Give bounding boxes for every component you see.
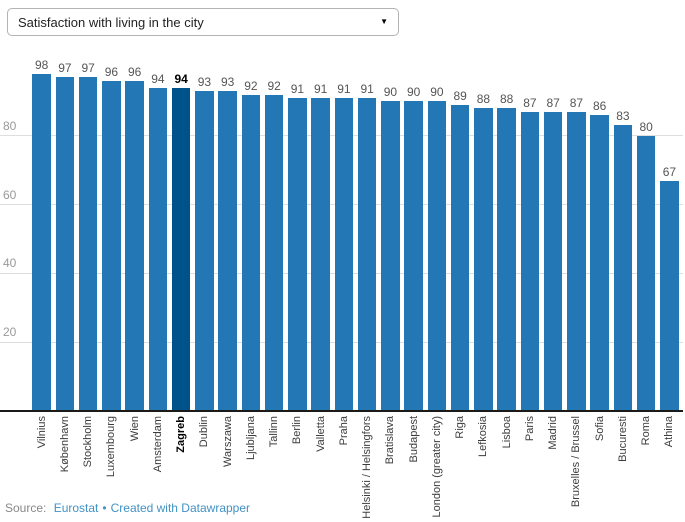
bar-value-label: 87 [569, 96, 584, 110]
y-axis-tick-label: 60 [3, 187, 17, 202]
bar-category-label: Sofia [593, 416, 606, 442]
bar-category-label: Bratislava [384, 416, 397, 465]
bar[interactable] [264, 95, 284, 411]
bar[interactable] [125, 81, 144, 411]
bar-category-label: Zagreb [175, 416, 188, 453]
footer-separator: • [102, 501, 107, 515]
bar-value-label: 91 [337, 82, 351, 96]
bar[interactable] [32, 74, 51, 411]
bar-category-label: Riga [454, 416, 467, 439]
bar-value-label: 97 [58, 61, 72, 75]
bar[interactable] [450, 105, 470, 411]
bar[interactable] [288, 98, 307, 411]
bar[interactable] [636, 136, 656, 411]
bar-category-label: Stockholm [82, 416, 95, 468]
bar[interactable] [404, 101, 423, 411]
bar-category-label: Wien [128, 416, 141, 442]
selected-option-label: Satisfaction with living in the city [18, 14, 204, 30]
bar[interactable] [195, 91, 214, 411]
bar[interactable] [334, 98, 354, 411]
bar-value-label: 92 [267, 79, 281, 93]
bar-value-label: 97 [81, 61, 95, 75]
bar-value-label: 94 [174, 72, 188, 86]
bar[interactable] [78, 77, 98, 411]
bar-value-label: 93 [197, 75, 212, 89]
bar-value-label: 67 [662, 165, 677, 179]
bar[interactable] [474, 108, 493, 411]
bar-category-label: Ljubljana [244, 416, 257, 461]
bar-value-label: 90 [383, 85, 398, 99]
bar-category-label: Helsinki / Helsingfors [361, 416, 374, 519]
x-axis-baseline [0, 409, 683, 412]
bar[interactable] [241, 95, 261, 411]
caret-down-icon: ▼ [380, 17, 388, 26]
bar[interactable] [613, 125, 633, 411]
bar-value-label: 91 [360, 82, 374, 96]
bar-value-label: 87 [546, 96, 560, 110]
bar[interactable] [148, 88, 168, 411]
bar-value-label: 91 [313, 82, 328, 96]
bar[interactable] [543, 112, 563, 411]
bar-category-label: Luxembourg [105, 416, 118, 478]
bar-value-label: 87 [523, 96, 537, 110]
bar-value-label: 90 [406, 85, 421, 99]
bar-category-label: Praha [337, 416, 350, 446]
bar-category-label: Vilnius [35, 416, 48, 449]
bar-category-label: Warszawa [221, 416, 234, 467]
bar[interactable] [171, 88, 191, 411]
bar-value-label: 88 [499, 92, 514, 106]
chart-metric-dropdown[interactable]: Satisfaction with living in the city ▼ [7, 8, 399, 36]
bar-value-label: 83 [616, 109, 630, 123]
bar-category-label: Athina [663, 416, 676, 448]
bar-category-label: London (greater city) [430, 416, 443, 518]
bar-value-label: 90 [430, 85, 444, 99]
bar-category-label: Berlin [291, 416, 304, 445]
bar-category-label: Valletta [314, 416, 327, 452]
bar[interactable] [102, 81, 121, 411]
bar-value-label: 93 [220, 75, 235, 89]
bar-category-label: Lefkosia [477, 416, 490, 457]
bar-category-label: Madrid [547, 416, 560, 450]
bar-value-label: 98 [34, 58, 49, 72]
bar-category-label: Paris [523, 416, 536, 442]
bar-category-label: Roma [640, 416, 653, 446]
bar[interactable] [427, 101, 447, 411]
chart-footer: Source: Eurostat • Created with Datawrappe… [5, 501, 250, 515]
bar[interactable] [218, 91, 237, 411]
y-axis-tick-label: 40 [3, 256, 17, 271]
bar[interactable] [497, 108, 516, 411]
y-axis-tick-label: 80 [3, 118, 17, 133]
bar[interactable] [567, 112, 586, 411]
bar[interactable] [311, 98, 330, 411]
bar-value-label: 91 [290, 82, 305, 96]
bar-category-label: Bucuresti [616, 416, 629, 462]
bar-value-label: 89 [453, 89, 467, 103]
bar[interactable] [55, 77, 75, 411]
bar-category-label: Dublin [198, 416, 211, 448]
bar-value-label: 96 [104, 65, 119, 79]
source-link[interactable]: Eurostat [53, 501, 99, 515]
bar[interactable] [357, 98, 377, 411]
bar-category-label: Lisboa [500, 416, 513, 449]
y-axis-tick-label: 20 [3, 325, 17, 340]
bar-value-label: 92 [244, 79, 258, 93]
bar-category-label: Budapest [407, 416, 420, 463]
bar-category-label: Bruxelles / Brussel [570, 416, 583, 508]
bar[interactable] [590, 115, 609, 411]
bar-value-label: 96 [127, 65, 142, 79]
bar-value-label: 88 [476, 92, 491, 106]
bar[interactable] [381, 101, 400, 411]
bar[interactable] [520, 112, 540, 411]
bar-value-label: 94 [151, 72, 165, 86]
bar-category-label: Amsterdam [151, 416, 164, 473]
bar-value-label: 86 [592, 99, 607, 113]
bar[interactable] [660, 181, 679, 411]
credit-link[interactable]: Created with Datawrapper [110, 501, 251, 515]
bar-category-label: Tallinn [268, 416, 281, 448]
bar-category-label: København [58, 416, 71, 473]
source-label: Source: [5, 501, 47, 515]
bar-value-label: 80 [639, 120, 653, 134]
